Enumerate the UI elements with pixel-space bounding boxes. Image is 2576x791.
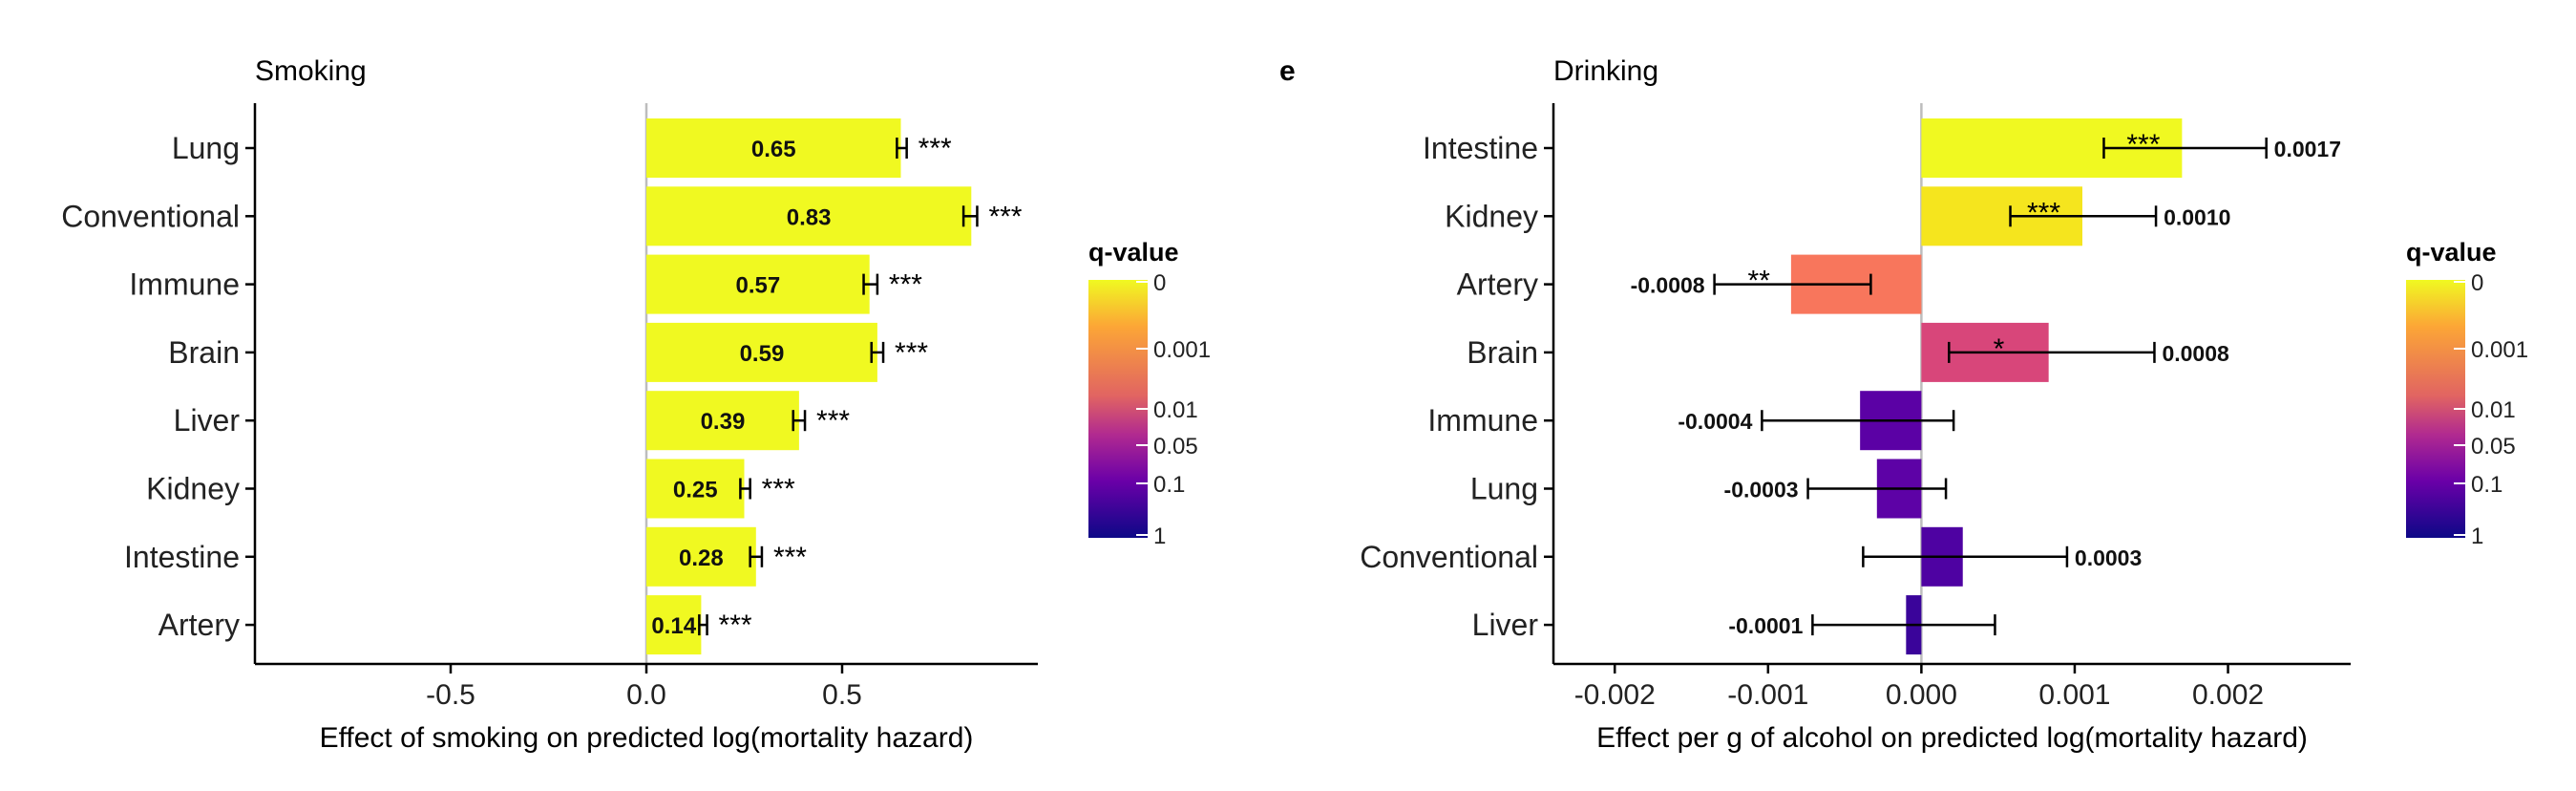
y-tick-label: Intestine xyxy=(124,540,240,574)
significance-label: *** xyxy=(918,133,952,164)
value-label: 0.39 xyxy=(701,409,746,435)
value-label: 0.0003 xyxy=(2075,545,2142,570)
x-tick-label: 0.5 xyxy=(822,679,862,711)
significance-label: ** xyxy=(1748,266,1771,297)
legend-tick-label: 0 xyxy=(1153,270,1166,296)
x-tick-label: 0.001 xyxy=(2038,679,2110,711)
drinking-chart: Drinking -0.002 -0.001 0.000 0.001 0.002 Effec… xyxy=(1360,55,2351,754)
bar xyxy=(646,322,877,382)
y-tick-label: Kidney xyxy=(146,472,240,506)
bar xyxy=(646,459,745,519)
bar xyxy=(646,186,972,246)
significance-label: *** xyxy=(2126,129,2160,160)
significance-label: *** xyxy=(988,201,1022,232)
significance-label: *** xyxy=(816,405,850,437)
value-label: 0.0017 xyxy=(2274,137,2341,161)
y-tick-label: Immune xyxy=(129,267,240,302)
significance-label: *** xyxy=(762,474,795,505)
legend-tick-label: 1 xyxy=(2471,524,2483,549)
x-tick-label: 0.002 xyxy=(2192,679,2264,711)
chart-title: Drinking xyxy=(1553,55,1658,87)
significance-label: *** xyxy=(895,337,928,369)
value-label: 0.0010 xyxy=(2164,204,2230,229)
significance-label: *** xyxy=(719,609,752,641)
legend-tick-label: 0.001 xyxy=(2471,337,2528,363)
y-tick-label: Liver xyxy=(174,403,241,438)
value-label: -0.0004 xyxy=(1678,409,1752,434)
bar xyxy=(646,391,799,451)
value-label: 0.28 xyxy=(679,545,724,571)
y-tick-label: Brain xyxy=(1467,335,1538,370)
y-tick-label: Artery xyxy=(158,608,240,642)
chart-title: Smoking xyxy=(255,55,367,87)
value-label: -0.0003 xyxy=(1724,478,1799,502)
value-label: 0.59 xyxy=(740,341,785,367)
x-tick-label: -0.002 xyxy=(1574,679,1656,711)
value-label: 0.25 xyxy=(673,478,718,503)
y-tick-label: Kidney xyxy=(1445,199,1538,233)
x-tick-label: -0.5 xyxy=(426,679,475,711)
legend-tick-label: 0.001 xyxy=(1153,337,1211,363)
legend-tick-label: 0 xyxy=(2471,270,2483,296)
value-label: 0.0008 xyxy=(2162,341,2229,366)
legend-tick-label: 0.1 xyxy=(1153,472,1185,498)
value-label: 0.65 xyxy=(751,137,796,162)
value-label: -0.0008 xyxy=(1631,273,1705,298)
legend-tick-label: 0.1 xyxy=(2471,472,2502,498)
x-tick-label: 0.0 xyxy=(626,679,666,711)
significance-label: *** xyxy=(2027,197,2060,228)
bar xyxy=(646,118,901,178)
y-tick-label: Conventional xyxy=(1360,540,1538,574)
legend-tick-label: 0.05 xyxy=(1153,434,1198,460)
y-tick-label: Immune xyxy=(1427,403,1538,438)
legend-tick-label: 0.01 xyxy=(1153,397,1198,423)
significance-label: *** xyxy=(889,269,922,301)
bar xyxy=(646,595,702,655)
legend-tick-label: 1 xyxy=(1153,524,1166,549)
legend-tick-label: 0.01 xyxy=(2471,397,2516,423)
value-label: 0.57 xyxy=(735,273,780,299)
q-value-legend-smoking: q-value 0 0.001 0.01 0.05 0.1 1 xyxy=(1088,238,1211,549)
y-tick-label: Intestine xyxy=(1423,131,1538,165)
significance-label: *** xyxy=(773,542,807,573)
panel-letter: e xyxy=(1279,55,1296,87)
bar xyxy=(646,254,870,314)
legend-title: q-value xyxy=(2406,238,2497,267)
bar xyxy=(646,526,756,587)
value-label: 0.14 xyxy=(651,613,696,639)
x-axis-label: Effect of smoking on predicted log(morta… xyxy=(320,722,974,754)
y-tick-label: Artery xyxy=(1457,267,1538,302)
y-tick-label: Lung xyxy=(172,131,240,165)
y-tick-label: Lung xyxy=(1470,472,1538,506)
legend-tick-label: 0.05 xyxy=(2471,434,2516,460)
value-label: -0.0001 xyxy=(1728,613,1803,638)
y-tick-label: Conventional xyxy=(61,199,240,233)
q-value-legend-drinking: q-value 0 0.001 0.01 0.05 0.1 1 xyxy=(2406,238,2528,549)
x-tick-label: 0.000 xyxy=(1886,679,1957,711)
smoking-chart: Smoking -0.5 0.0 0.5 Effect of smoking on pr… xyxy=(61,55,1038,754)
x-tick-label: -0.001 xyxy=(1727,679,1808,711)
legend-title: q-value xyxy=(1088,238,1179,267)
y-tick-label: Brain xyxy=(168,335,240,370)
significance-label: * xyxy=(1994,333,2005,365)
value-label: 0.83 xyxy=(787,204,832,230)
y-tick-label: Liver xyxy=(1472,608,1539,642)
x-axis-label: Effect per g of alcohol on predicted log… xyxy=(1596,722,2308,754)
